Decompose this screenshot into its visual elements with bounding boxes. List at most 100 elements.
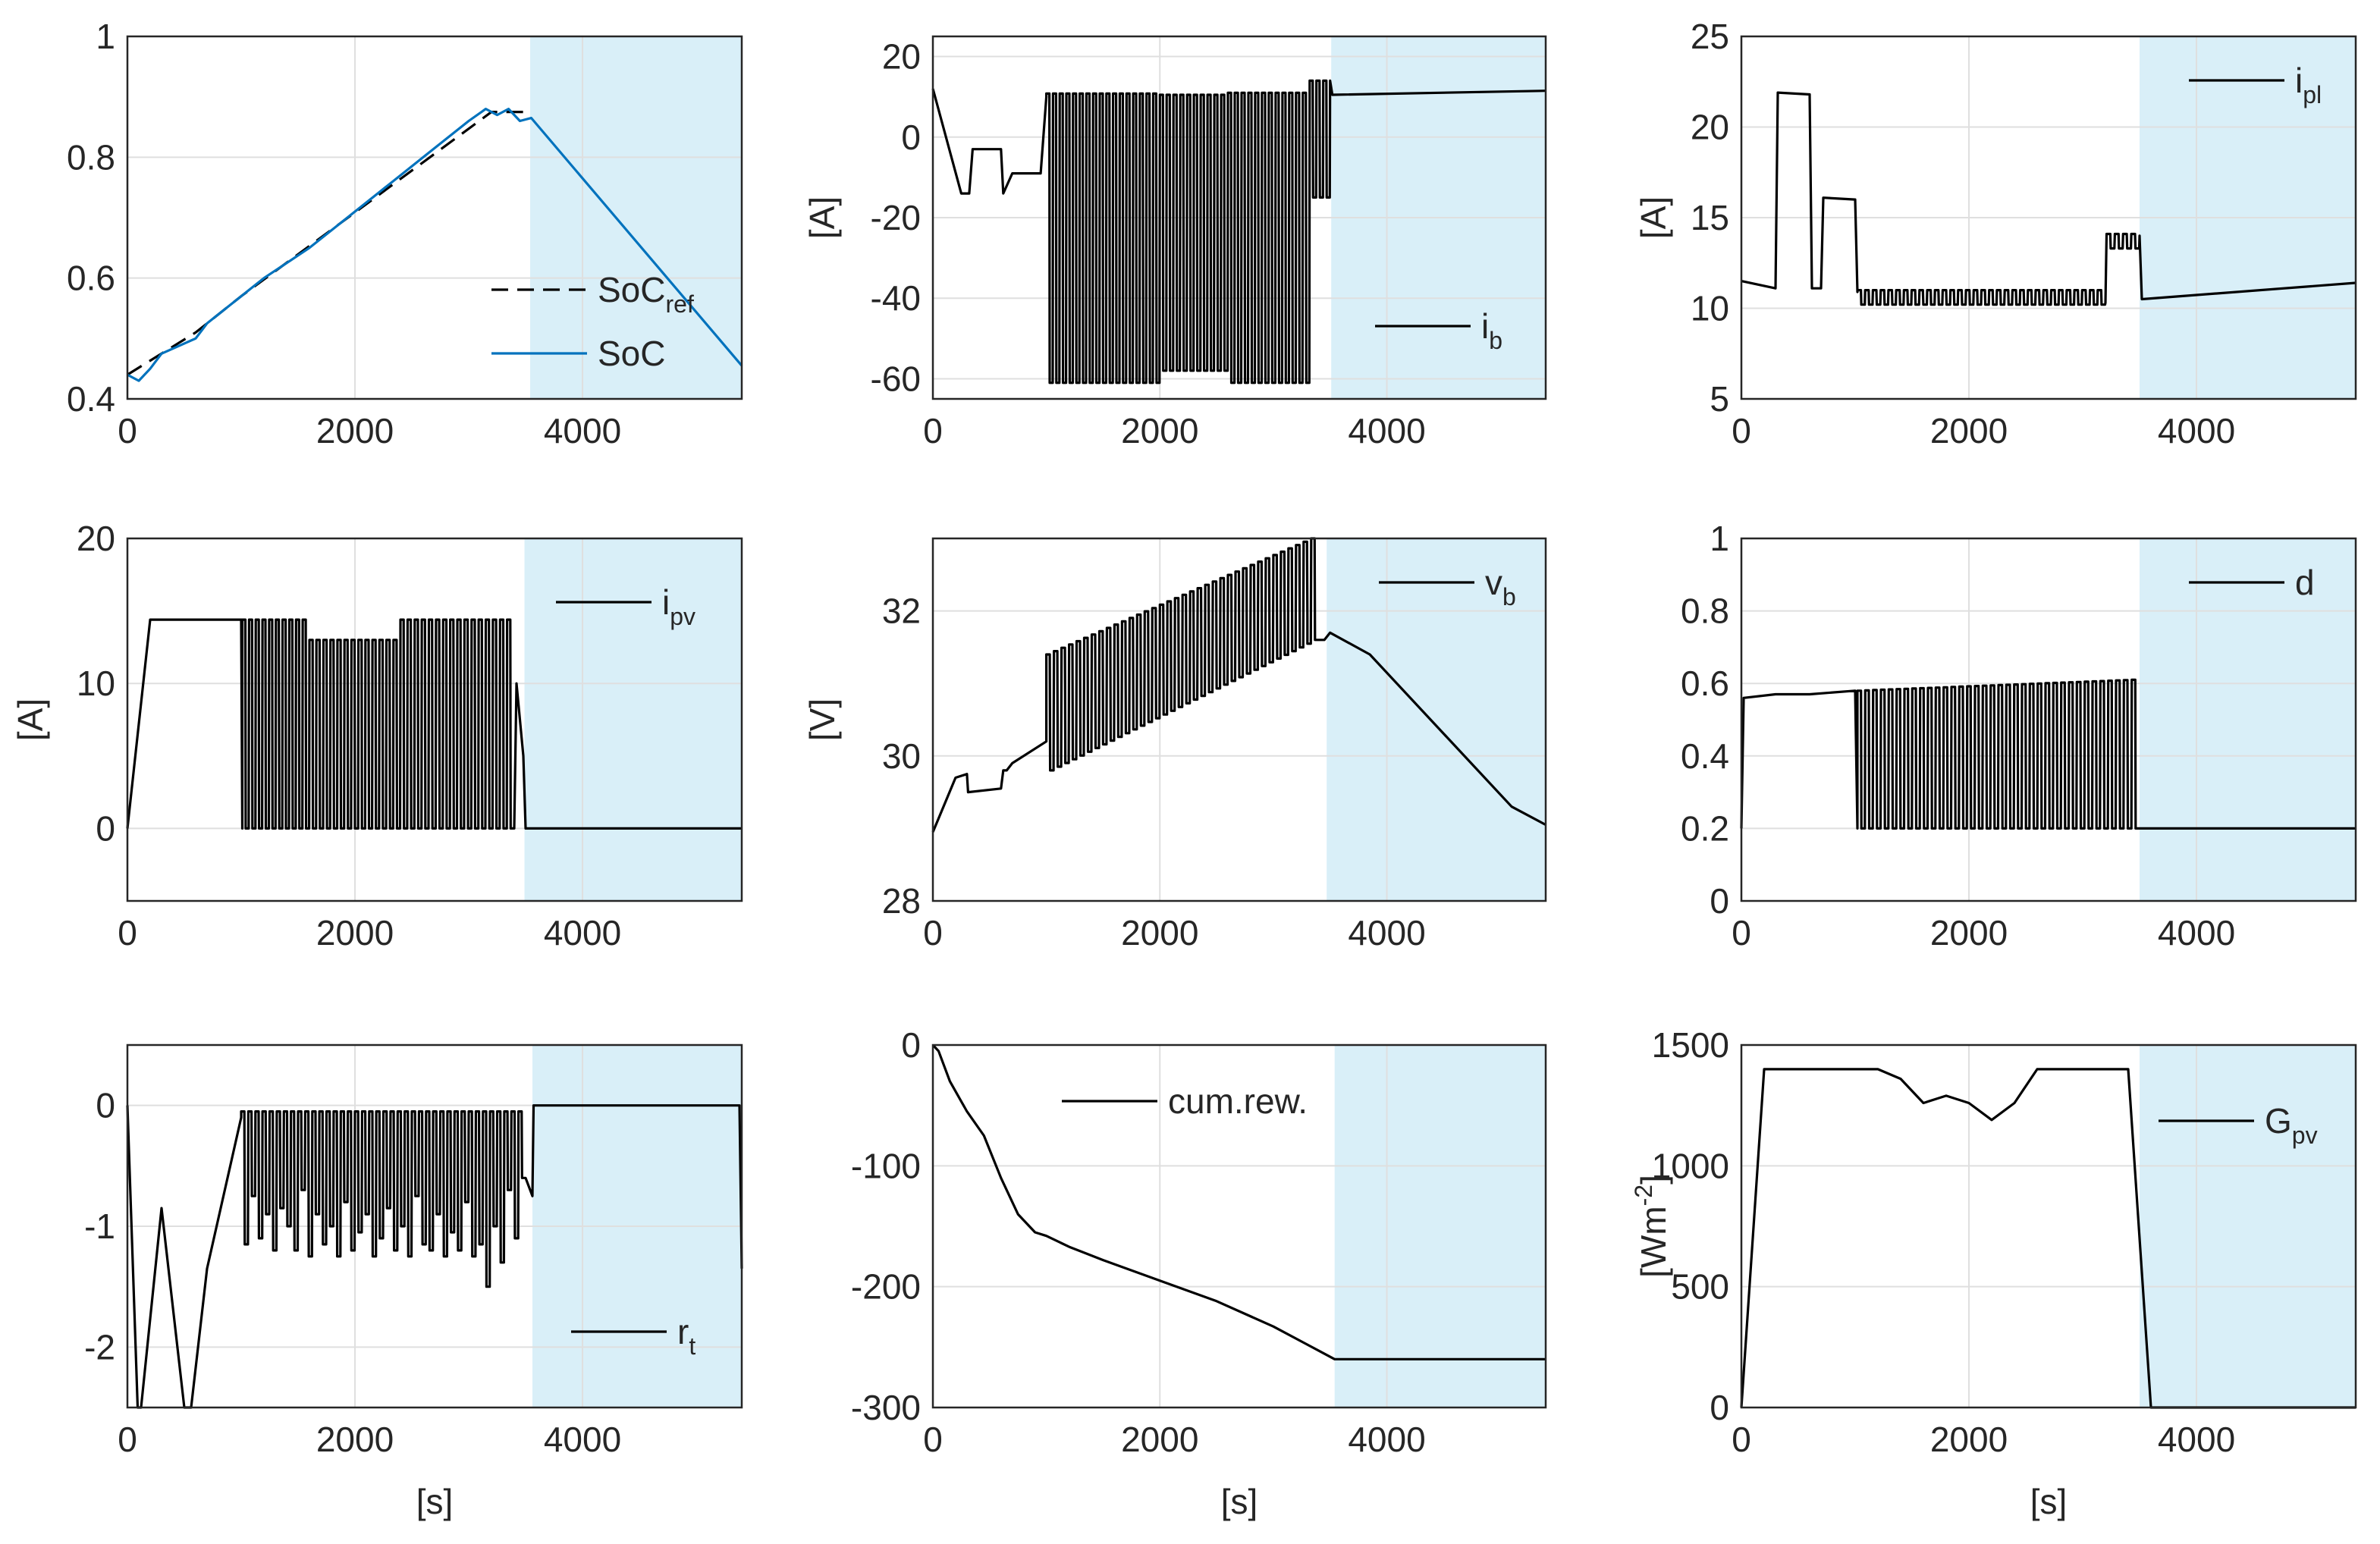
shaded-region xyxy=(530,36,742,399)
subplot-5: 0 2000 4000 28 30 32 vb [V] xyxy=(802,537,1547,952)
y-tick-label: -2 xyxy=(84,1327,115,1367)
x-tick-label: 0 xyxy=(923,913,943,952)
legend-label: ipl xyxy=(2295,61,2322,108)
x-tick-label: 4000 xyxy=(2158,1420,2235,1459)
y-tick-label: -60 xyxy=(871,359,921,398)
y-tick-label: -100 xyxy=(851,1146,921,1185)
axes-box xyxy=(126,1043,743,1409)
series-line-g-pv xyxy=(1740,1068,2356,1409)
x-tick-label: 2000 xyxy=(1930,411,2008,450)
y-tick-label: 0 xyxy=(901,118,921,157)
legend-label: ib xyxy=(1481,306,1502,354)
y-tick-label: 1 xyxy=(96,17,115,56)
subplot-8: 0 2000 4000 -300 -200 -100 0 cum.rew. [s] xyxy=(851,1025,1547,1521)
x-tick-label: 4000 xyxy=(544,411,621,450)
y-tick-label: 0 xyxy=(901,1025,921,1065)
x-tick-label: 4000 xyxy=(1348,411,1425,450)
x-tick-label: 2000 xyxy=(1121,411,1198,450)
subplot-1: 0 2000 4000 0.4 0.6 0.8 1 SoCref SoC xyxy=(67,17,743,450)
shaded-region xyxy=(1334,1045,1546,1407)
legend-label: SoCref xyxy=(598,270,694,318)
y-tick-label: 32 xyxy=(882,592,921,631)
axes-box xyxy=(1740,537,2357,902)
shaded-region xyxy=(2140,1045,2356,1407)
y-axis-label: [A] xyxy=(802,196,842,239)
y-tick-label: 0.4 xyxy=(1681,736,1729,776)
x-tick-label: 4000 xyxy=(544,1420,621,1459)
x-tick-label: 2000 xyxy=(1121,1420,1198,1459)
x-tick-label: 0 xyxy=(118,411,137,450)
series-line-r-t xyxy=(126,1104,743,1409)
series-line-v-b xyxy=(931,537,1546,833)
y-tick-label: -20 xyxy=(871,198,921,237)
x-axis-label: [s] xyxy=(416,1482,454,1521)
subplot-2: 0 2000 4000 -60 -40 -20 0 20 ib [A] xyxy=(802,35,1547,450)
axes-box xyxy=(126,537,743,902)
legend-label: Gpv xyxy=(2265,1101,2318,1149)
legend-label: d xyxy=(2295,563,2315,602)
x-axis-label: [s] xyxy=(1221,1482,1258,1521)
subplot-6: 0 2000 4000 0 0.2 0.4 0.6 0.8 1 d xyxy=(1681,519,2357,952)
series-line-soc xyxy=(127,108,743,382)
x-tick-label: 0 xyxy=(923,1420,943,1459)
x-tick-label: 2000 xyxy=(1930,1420,2008,1459)
subplot-3: 0 2000 4000 5 10 15 20 25 ipl [A] xyxy=(1634,17,2357,450)
series-line-i-b xyxy=(931,79,1546,384)
y-tick-label: 0.6 xyxy=(1681,664,1729,703)
axes-box xyxy=(931,537,1547,902)
axes-box xyxy=(1740,1043,2357,1409)
y-tick-label: 10 xyxy=(77,664,115,703)
shaded-region xyxy=(2140,538,2356,901)
y-axis-label: [Wm-2] xyxy=(1630,1175,1673,1278)
y-tick-label: 0 xyxy=(96,808,115,848)
legend-label: rt xyxy=(677,1312,695,1360)
x-tick-label: 4000 xyxy=(2158,411,2235,450)
y-tick-label: 0.6 xyxy=(67,259,115,298)
legend-label: SoC xyxy=(598,334,665,373)
series-line-i-pv xyxy=(126,618,742,830)
y-tick-label: 28 xyxy=(882,881,921,921)
x-tick-label: 4000 xyxy=(2158,913,2235,952)
legend-label: ipv xyxy=(662,582,695,630)
y-tick-label: 25 xyxy=(1691,17,1729,56)
y-axis-label: [A] xyxy=(1634,196,1673,239)
y-tick-label: 20 xyxy=(882,37,921,77)
x-tick-label: 2000 xyxy=(316,913,394,952)
y-tick-label: -1 xyxy=(84,1207,115,1246)
x-tick-label: 4000 xyxy=(544,913,621,952)
y-axis-label: [V] xyxy=(802,698,842,741)
x-tick-label: 2000 xyxy=(316,411,394,450)
y-tick-label: 0.8 xyxy=(67,137,115,177)
subplot-7: 0 2000 4000 -2 -1 0 rt xyxy=(84,1043,743,1459)
shaded-region xyxy=(1327,538,1546,901)
y-tick-label: 500 xyxy=(1671,1267,1729,1307)
y-tick-label: -300 xyxy=(851,1388,921,1427)
series-line-d xyxy=(1740,678,2356,830)
y-tick-label: 15 xyxy=(1691,198,1729,237)
y-tick-label: 0 xyxy=(96,1086,115,1125)
x-axis-label: [s] xyxy=(2030,1482,2068,1521)
y-tick-label: 20 xyxy=(77,519,115,558)
x-tick-label: 0 xyxy=(923,411,943,450)
y-tick-label: 0.4 xyxy=(67,379,115,419)
subplot-4: 0 2000 4000 0 10 20 ipv [A] xyxy=(11,519,743,952)
subplot-9: 0 2000 4000 0 500 1000 1500 Gpv [Wm-2] [s] xyxy=(1630,1025,2357,1521)
x-tick-label: 4000 xyxy=(1348,1420,1425,1459)
x-tick-label: 0 xyxy=(1732,411,1751,450)
y-tick-label: 1500 xyxy=(1652,1025,1729,1065)
y-tick-label: -40 xyxy=(871,278,921,318)
y-tick-label: 0 xyxy=(1710,881,1729,921)
axes-box xyxy=(126,35,743,400)
axes-box xyxy=(931,1043,1547,1409)
axes-box xyxy=(1740,35,2357,400)
x-tick-label: 0 xyxy=(1732,913,1751,952)
shaded-region xyxy=(524,538,742,901)
x-tick-label: 4000 xyxy=(1348,913,1425,952)
x-tick-label: 0 xyxy=(118,1420,137,1459)
series-line-cum-rew- xyxy=(931,1043,1546,1360)
legend-label: cum.rew. xyxy=(1168,1081,1308,1121)
x-tick-label: 2000 xyxy=(1930,913,2008,952)
y-tick-label: 20 xyxy=(1691,108,1729,147)
y-tick-label: 0.8 xyxy=(1681,592,1729,631)
